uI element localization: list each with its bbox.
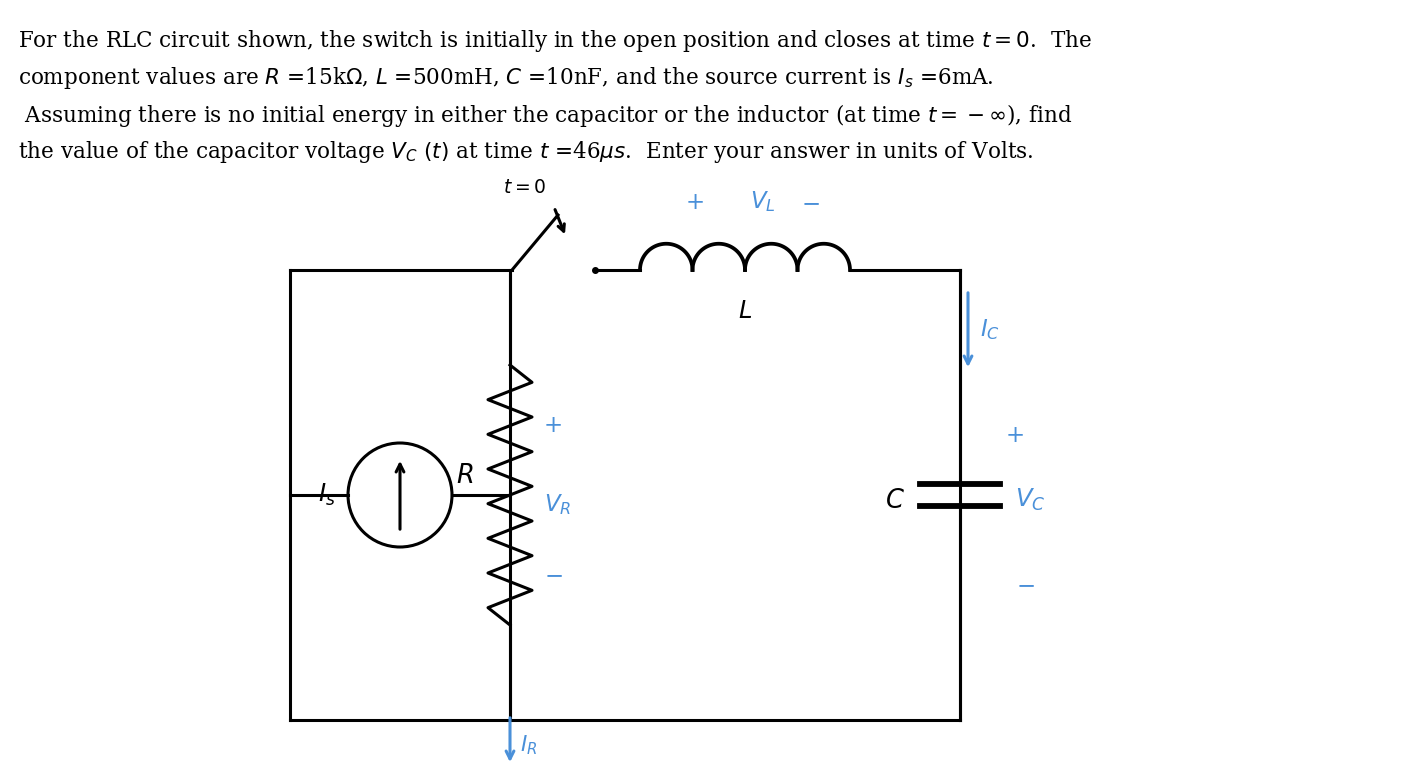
Text: $I_s$: $I_s$: [318, 482, 337, 508]
Text: $R$: $R$: [456, 462, 473, 488]
Text: For the RLC circuit shown, the switch is initially in the open position and clos: For the RLC circuit shown, the switch is…: [18, 28, 1092, 54]
Text: +: +: [686, 191, 704, 214]
Text: $L$: $L$: [738, 300, 753, 323]
Text: $t = 0$: $t = 0$: [504, 179, 547, 197]
Text: $V_L$: $V_L$: [750, 189, 775, 214]
Text: $C$: $C$: [885, 488, 905, 513]
Text: $-$: $-$: [1015, 573, 1034, 597]
Text: the value of the capacitor voltage $V_C$ $(t)$ at time $t$ =46$\mu s$.  Enter yo: the value of the capacitor voltage $V_C$…: [18, 139, 1034, 165]
Text: component values are $R$ =15k$\Omega$, $L$ =500mH, $C$ =10nF, and the source cur: component values are $R$ =15k$\Omega$, $…: [18, 65, 994, 91]
Text: $V_R$: $V_R$: [544, 492, 571, 517]
Text: $V_C$: $V_C$: [1015, 487, 1045, 513]
Text: $-$: $-$: [801, 191, 819, 214]
Text: Assuming there is no initial energy in either the capacitor or the inductor (at : Assuming there is no initial energy in e…: [18, 102, 1072, 129]
Text: $I_C$: $I_C$: [980, 317, 1000, 342]
Text: $I_R$: $I_R$: [520, 733, 537, 757]
Text: $-$: $-$: [544, 563, 562, 587]
Text: +: +: [544, 413, 564, 436]
Text: +: +: [1005, 423, 1025, 447]
